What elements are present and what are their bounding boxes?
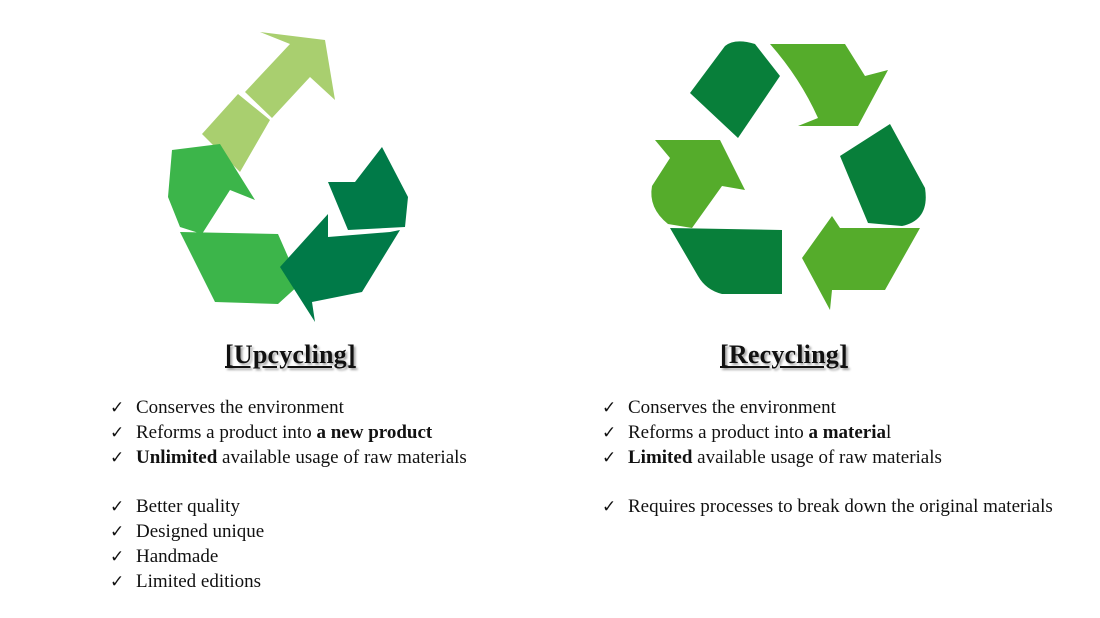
upcycle-arrows-icon <box>168 32 408 322</box>
list-item: ✓ Conserves the environment <box>602 395 1072 420</box>
list-item-text: Requires processes to break down the ori… <box>628 496 1053 517</box>
check-mark-icon: ✓ <box>110 547 125 566</box>
list-item-text: a materia <box>808 422 887 443</box>
recycling-column: [Recycling] ✓ Conserves the environment ✓ R… <box>560 0 1100 618</box>
list-item-text: a new product <box>316 422 433 443</box>
recycle-arrow-top-left <box>690 41 780 138</box>
list-item-text: Better quality <box>136 496 240 517</box>
list-item-text: Designed unique <box>136 521 265 542</box>
list-item: ✓ Reforms a product into a material <box>602 420 1072 445</box>
recycling-list: ✓ Conserves the environment ✓ Reforms a pro… <box>602 395 1072 519</box>
check-mark-icon: ✓ <box>110 497 125 516</box>
upcycle-arrow-light <box>202 32 335 172</box>
upcycle-arrow-dark <box>280 147 408 322</box>
list-item-text: Handmade <box>136 546 219 567</box>
check-mark-icon: ✓ <box>602 448 617 467</box>
list-item: ✓ Better quality <box>110 494 550 519</box>
list-item: ✓ Reforms a product into a new product <box>110 420 550 445</box>
list-item: ✓ Designed unique <box>110 519 550 544</box>
recycle-arrows-icon <box>651 41 926 310</box>
list-item: ✓ Limited available usage of raw material… <box>602 445 1072 470</box>
recycling-title: [Recycling] <box>720 340 848 369</box>
upcycling-title: [Upcycling] <box>225 340 356 369</box>
list-item: ✓ Conserves the environment <box>110 395 550 420</box>
list-item-text: Reforms a product into <box>628 422 809 443</box>
check-mark-icon: ✓ <box>602 398 617 417</box>
check-mark-icon: ✓ <box>602 423 617 442</box>
list-item-text: available usage of raw materials <box>217 447 467 468</box>
check-mark-icon: ✓ <box>110 448 125 467</box>
recycle-arrow-right <box>840 124 926 226</box>
recycle-arrow-left <box>651 140 745 228</box>
list-item-text: Conserves the environment <box>136 397 344 418</box>
list-item-text: Limited <box>628 447 693 468</box>
upcycling-list: ✓ Conserves the environment ✓ Reforms a pro… <box>110 395 550 594</box>
list-item-text: Reforms a product into <box>136 422 317 443</box>
list-item: ✓ Requires processes to break down the or… <box>602 494 1072 519</box>
upcycle-arrow-medium <box>168 144 300 304</box>
list-item-text: l <box>886 422 892 443</box>
check-mark-icon: ✓ <box>110 398 125 417</box>
list-item-text: Limited editions <box>136 571 262 592</box>
recycle-arrow-bottom-left <box>670 228 782 294</box>
recycle-arrow-top-right <box>770 44 888 126</box>
check-mark-icon: ✓ <box>110 572 125 591</box>
check-mark-icon: ✓ <box>110 423 125 442</box>
upcycling-column: [Upcycling] ✓ Conserves the environment ✓ R… <box>110 32 550 594</box>
list-item-text: Unlimited <box>136 447 218 468</box>
list-item: ✓ Unlimited available usage of raw materi… <box>110 445 550 470</box>
check-mark-icon: ✓ <box>110 522 125 541</box>
list-item-text: Conserves the environment <box>628 397 836 418</box>
list-item: ✓ Handmade <box>110 544 550 569</box>
recycle-arrow-bottom-right <box>802 216 920 310</box>
check-mark-icon: ✓ <box>602 497 617 516</box>
list-item-text: available usage of raw materials <box>692 447 942 468</box>
list-item: ✓ Limited editions <box>110 569 550 594</box>
